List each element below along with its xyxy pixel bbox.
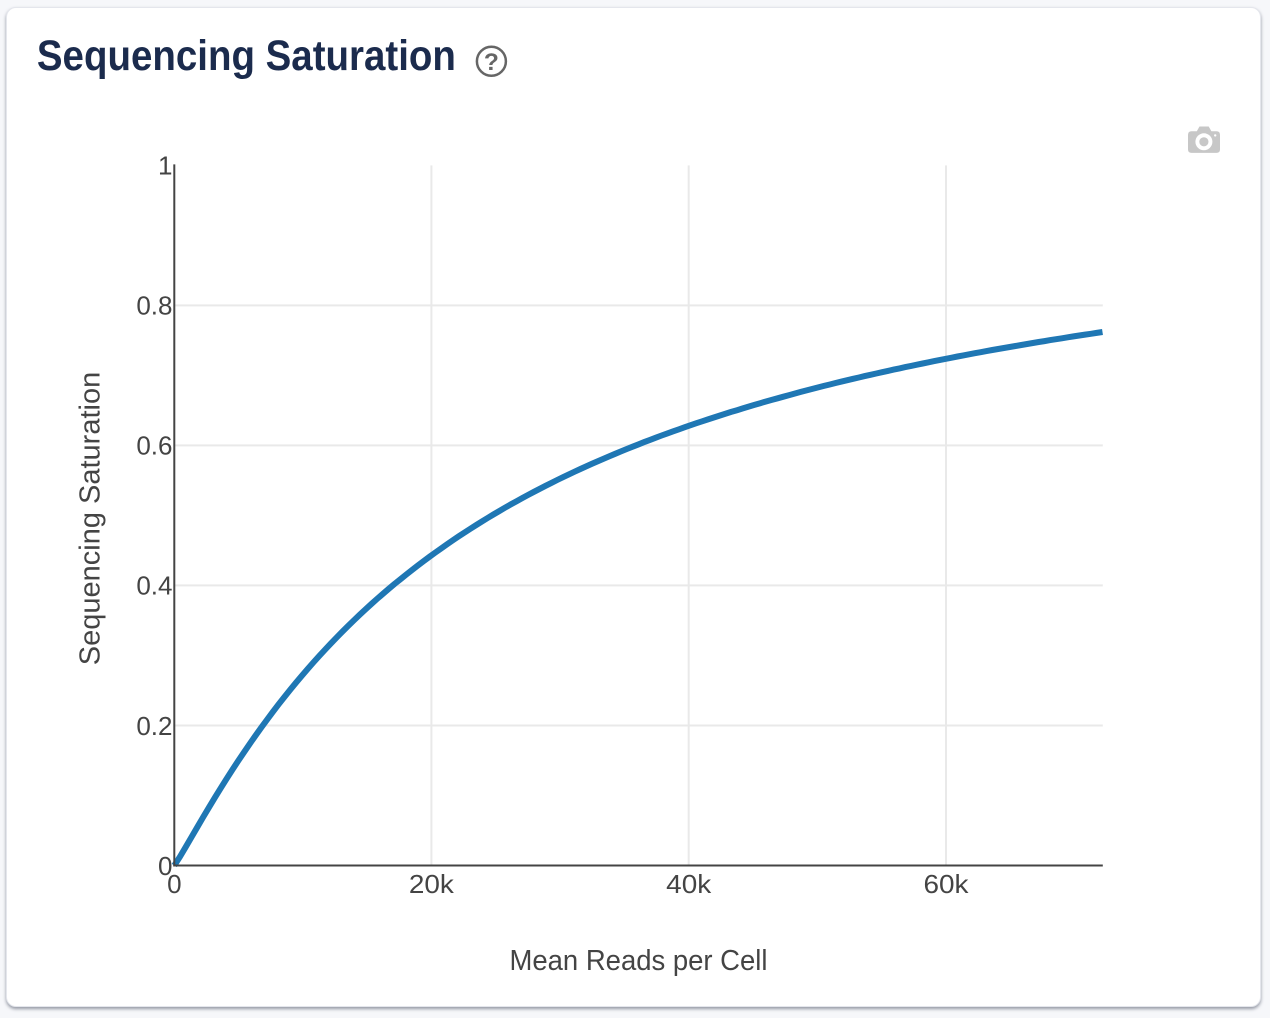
svg-text:1: 1: [158, 151, 172, 181]
svg-text:0.8: 0.8: [136, 291, 172, 321]
svg-text:Mean Reads per Cell: Mean Reads per Cell: [510, 945, 768, 977]
svg-text:Sequencing Saturation: Sequencing Saturation: [75, 372, 107, 665]
svg-text:0.2: 0.2: [136, 711, 172, 741]
svg-text:20k: 20k: [409, 869, 455, 899]
svg-text:?: ?: [484, 49, 499, 76]
svg-text:Sequencing Saturation: Sequencing Saturation: [37, 32, 456, 80]
svg-text:0.4: 0.4: [136, 571, 172, 601]
svg-text:0: 0: [167, 869, 181, 899]
svg-text:60k: 60k: [924, 869, 970, 899]
svg-text:0.6: 0.6: [136, 431, 172, 461]
svg-text:40k: 40k: [666, 869, 712, 899]
svg-text:0: 0: [158, 851, 172, 881]
